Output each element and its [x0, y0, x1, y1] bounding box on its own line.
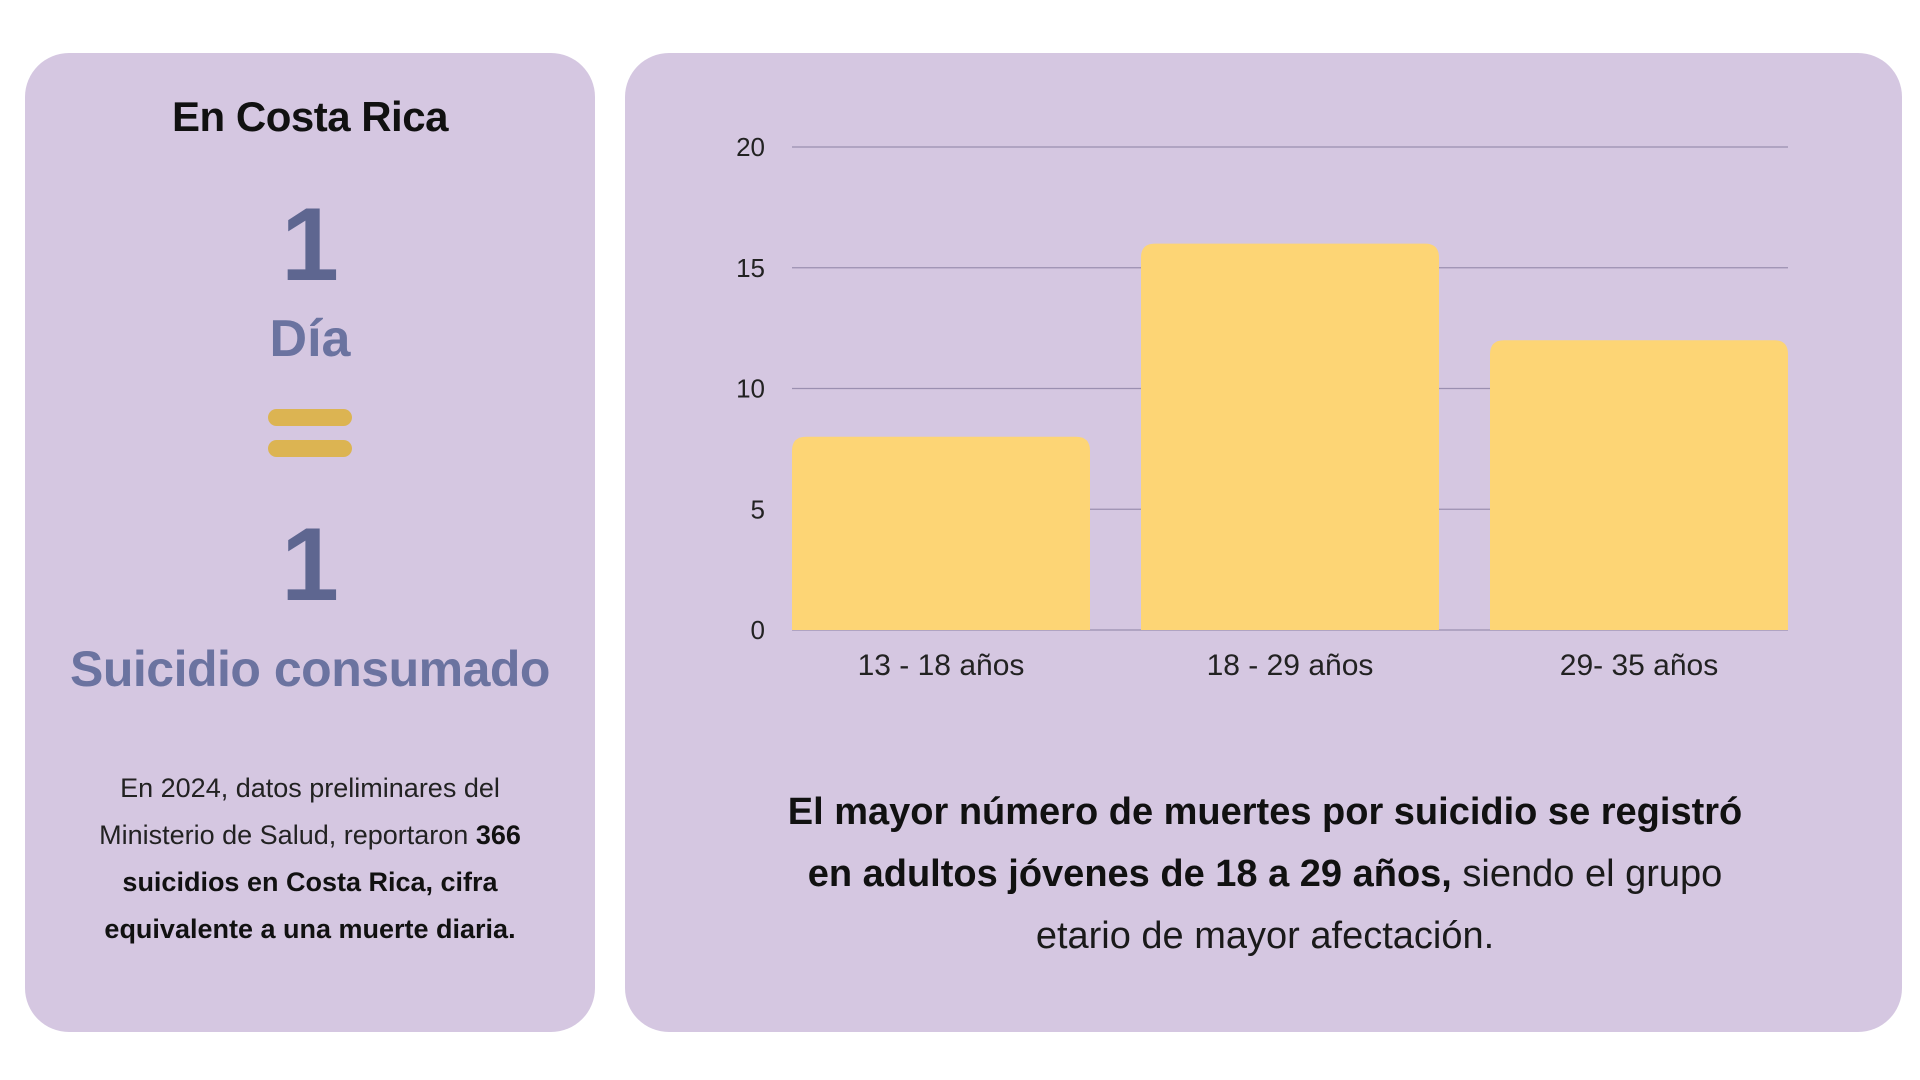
day-count-number: 1 [281, 187, 339, 303]
day-label: Día [269, 310, 351, 368]
bar [1490, 340, 1788, 630]
summary-paragraph: En 2024, datos preliminares del Minister… [85, 765, 535, 953]
suicide-count-number: 1 [281, 507, 339, 623]
y-tick-label: 5 [751, 494, 765, 524]
x-category-label: 29- 35 años [1560, 649, 1718, 682]
equals-icon [268, 409, 352, 457]
y-tick-label: 10 [736, 374, 765, 404]
suicide-label: Suicidio consumado [70, 641, 550, 697]
chart-caption-bold: El mayor número de muertes por suicidio … [787, 791, 1743, 895]
x-category-label: 13 - 18 años [858, 649, 1025, 682]
bar [1141, 243, 1439, 630]
summary-card: En Costa Rica 1 Día 1 Suicidio consumado… [25, 53, 595, 1032]
y-tick-label: 15 [736, 253, 765, 283]
summary-paragraph-plain: En 2024, datos preliminares del Minister… [99, 773, 500, 850]
chart-caption-plain: siendo el grupo etario de mayor afectaci… [1035, 853, 1723, 957]
y-tick-label: 20 [736, 132, 765, 162]
chart-card: 0 5 10 15 20 13 - 18 años 18 - 29 años 29- 35 a… [625, 53, 1902, 1032]
bar [792, 436, 1090, 630]
x-category-label: 18 - 29 años [1207, 649, 1374, 682]
summary-paragraph-bold: 366 suicidios en Costa Rica, cifra equiv… [104, 820, 521, 944]
y-tick-label: 0 [751, 615, 765, 645]
summary-heading: En Costa Rica [172, 93, 448, 140]
bar-chart: 0 5 10 15 20 13 - 18 años 18 - 29 años 29- 35 a… [736, 132, 1788, 682]
chart-caption: El mayor número de muertes por suicidio … [765, 781, 1765, 967]
